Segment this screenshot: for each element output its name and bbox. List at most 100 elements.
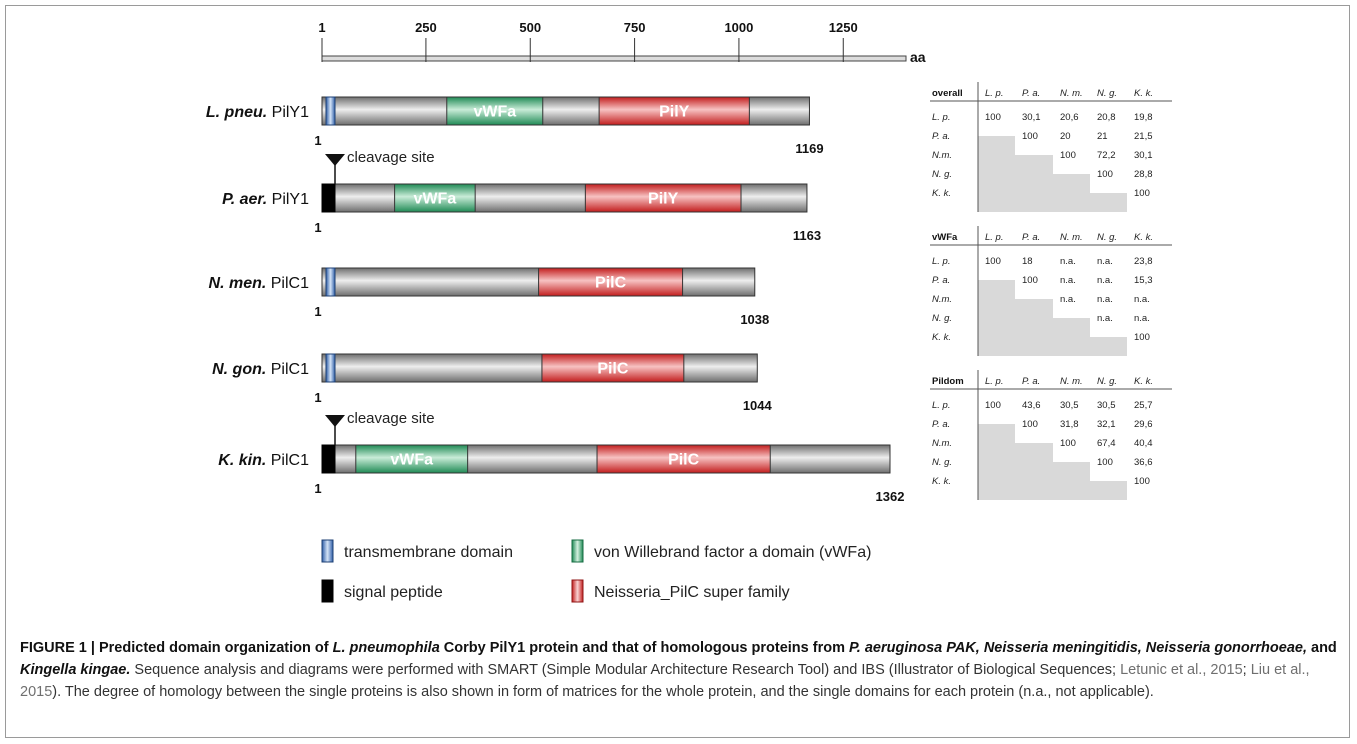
protein-label: L. pneu. PilY1 xyxy=(206,104,309,121)
matrix-column-header: N. g. xyxy=(1097,88,1117,99)
matrix-row-label: K. k. xyxy=(932,188,951,199)
legend-item-tm: transmembrane domain xyxy=(321,539,513,563)
transmembrane-domain xyxy=(325,96,336,126)
scale-tick-label: 500 xyxy=(519,20,541,35)
scale-tick-label: 1 xyxy=(318,20,325,35)
protein-label: N. men. PilC1 xyxy=(209,275,310,292)
matrix-cell: 20,6 xyxy=(1060,112,1079,123)
matrix-row-label: L. p. xyxy=(932,256,951,267)
protein-diagrams: vWFa PilY L. pneu. PilY1 1 1169 vWFa PilY P. ae… xyxy=(206,96,905,504)
matrix-row-label: N. g. xyxy=(932,169,952,180)
caption-separator: ; xyxy=(1242,662,1251,678)
matrix-cell: 29,6 xyxy=(1134,419,1153,430)
matrix-column-header: N. m. xyxy=(1060,88,1083,99)
matrix-cell: 21 xyxy=(1097,131,1108,142)
matrix-column-header: L. p. xyxy=(985,232,1004,243)
matrix-cell: 100 xyxy=(1022,419,1038,430)
signal-peptide xyxy=(321,444,336,474)
protein-start-label: 1 xyxy=(314,220,321,235)
matrix-cell: 100 xyxy=(985,112,1001,123)
protein-lpne: vWFa PilY L. pneu. PilY1 1 1169 xyxy=(206,96,824,156)
matrix-cell: n.a. xyxy=(1097,256,1113,267)
domain-label: PilY xyxy=(659,104,690,121)
matrix-row-label: N. g. xyxy=(932,457,952,468)
matrix-row-label: K. k. xyxy=(932,332,951,343)
matrix-cell: n.a. xyxy=(1134,294,1150,305)
matrix-cell: 30,1 xyxy=(1022,112,1041,123)
legend: transmembrane domain von Willebrand facto… xyxy=(321,539,871,603)
cleavage-site-marker xyxy=(325,415,345,427)
signal-peptide xyxy=(321,183,336,213)
legend-swatch xyxy=(571,539,584,563)
matrix-overall: overall L. p. P. a. N. m. N. g. K. k. L. p. 100… xyxy=(930,82,1172,212)
protein-start-label: 1 xyxy=(314,133,321,148)
matrix-cell: 30,5 xyxy=(1060,400,1079,411)
matrix-cell: 20 xyxy=(1060,131,1071,142)
domain-pilc xyxy=(584,183,742,213)
protein-length-label: 1362 xyxy=(876,489,905,504)
matrix-row-label: K. k. xyxy=(932,476,951,487)
legend-label: transmembrane domain xyxy=(344,544,513,561)
matrix-cell: 72,2 xyxy=(1097,150,1116,161)
matrix-cell: 30,5 xyxy=(1097,400,1116,411)
matrix-row-label: P. a. xyxy=(932,275,950,286)
scale-tick-label: 1000 xyxy=(724,20,753,35)
matrix-cell: 100 xyxy=(1060,438,1076,449)
transmembrane-domain xyxy=(325,267,336,297)
caption-lead-species: Kingella kingae. xyxy=(20,662,131,678)
reference-link-liu[interactable]: Liu et al., 2015 xyxy=(20,662,1310,700)
caption-lead-text: FIGURE 1 | Predicted domain organization… xyxy=(20,640,333,656)
protein-start-label: 1 xyxy=(314,481,321,496)
legend-item-sp: signal peptide xyxy=(321,579,443,603)
matrix-row-label: P. a. xyxy=(932,419,950,430)
reference-link-letunic[interactable]: Letunic et al., 2015 xyxy=(1120,662,1243,678)
matrix-cell: 21,5 xyxy=(1134,131,1153,142)
protein-name: PilC1 xyxy=(266,361,309,378)
matrix-cell: 100 xyxy=(1097,457,1113,468)
matrix-column-header: N. g. xyxy=(1097,376,1117,387)
matrix-cell: 100 xyxy=(985,256,1001,267)
domain-label: PilY xyxy=(648,191,679,208)
scale-tick-label: 250 xyxy=(415,20,437,35)
matrix-cell: 100 xyxy=(1134,332,1150,343)
matrix-cell: 67,4 xyxy=(1097,438,1116,449)
domain-vwfa xyxy=(394,183,476,213)
matrix-cell: 100 xyxy=(1134,188,1150,199)
matrix-cell: 19,8 xyxy=(1134,112,1153,123)
matrix-cell: 25,7 xyxy=(1134,400,1153,411)
matrix-pildom: Pildom L. p. P. a. N. m. N. g. K. k. L. p. 100 4… xyxy=(930,370,1172,500)
matrix-cell: 28,8 xyxy=(1134,169,1153,180)
figure-frame xyxy=(5,5,1350,738)
transmembrane-domain xyxy=(325,353,336,383)
domain-pilc xyxy=(541,353,685,383)
matrix-cell: 36,6 xyxy=(1134,457,1153,468)
matrix-column-header: P. a. xyxy=(1022,88,1040,99)
matrix-row-label: N. g. xyxy=(932,313,952,324)
matrix-cell: 40,4 xyxy=(1134,438,1153,449)
legend-item-vwfa: von Willebrand factor a domain (vWFa) xyxy=(571,539,871,563)
caption-lead: FIGURE 1 | Predicted domain organization… xyxy=(20,640,1337,678)
legend-swatch xyxy=(571,579,584,603)
protein-backbone xyxy=(321,353,758,383)
cleavage-site-label: cleavage site xyxy=(347,149,435,166)
matrix-shaded-area xyxy=(978,280,1127,356)
protein-length-label: 1038 xyxy=(740,312,769,327)
protein-label: P. aer. PilY1 xyxy=(222,191,309,208)
matrix-column-header: K. k. xyxy=(1134,232,1153,243)
protein-name: PilY1 xyxy=(267,191,309,208)
matrix-column-header: N. g. xyxy=(1097,232,1117,243)
caption-lead-text: Corby PilY1 protein and that of homologo… xyxy=(439,640,849,656)
protein-length-label: 1044 xyxy=(743,398,773,413)
cleavage-site-marker xyxy=(325,154,345,166)
protein-label: K. kin. PilC1 xyxy=(218,452,309,469)
matrix-cell: 100 xyxy=(1060,150,1076,161)
matrix-column-header: K. k. xyxy=(1134,376,1153,387)
matrix-cell: 100 xyxy=(1022,131,1038,142)
domain-label: PilC xyxy=(595,275,627,292)
legend-swatch xyxy=(321,539,334,563)
scale-tick-label: 750 xyxy=(624,20,646,35)
matrix-title: Pildom xyxy=(932,376,964,387)
domain-vwfa xyxy=(355,444,469,474)
caption-lead-species: L. pneumophila xyxy=(332,640,440,656)
